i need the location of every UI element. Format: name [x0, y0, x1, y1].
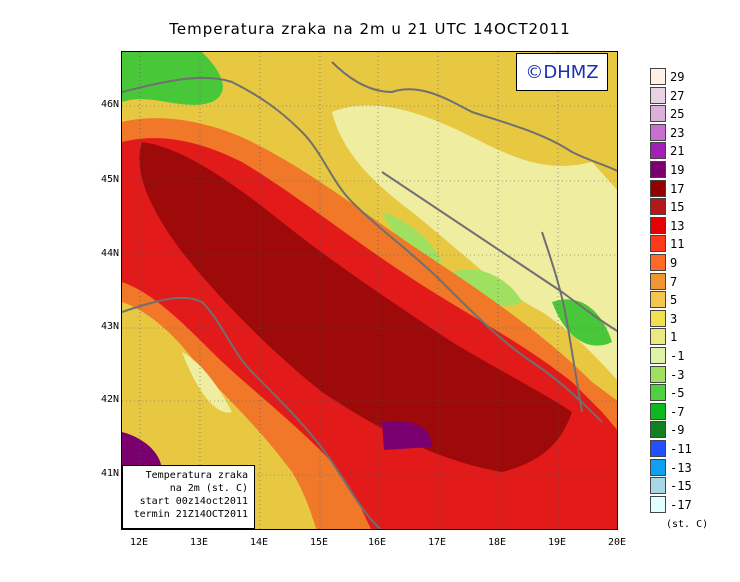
green-zone-alps — [122, 52, 223, 105]
lon-label-18e: 18E — [487, 537, 507, 548]
graticule — [122, 52, 617, 529]
lon-label-14e: 14E — [249, 537, 269, 548]
legend-label: 3 — [670, 311, 678, 326]
green-zone-bosnia — [452, 269, 522, 306]
legend-swatch — [650, 272, 666, 290]
legend-swatch — [650, 328, 666, 346]
legend-swatch — [650, 365, 666, 383]
info-box: Temperatura zraka na 2m (st. C) start 00… — [122, 465, 255, 529]
legend-swatch — [650, 235, 666, 253]
lon-label-13e: 13E — [189, 537, 209, 548]
legend-swatch — [650, 477, 666, 495]
green-zone-lika — [382, 212, 442, 263]
legend-label: 15 — [670, 200, 685, 215]
legend-label: -9 — [670, 423, 685, 438]
lat-label-46n: 46N — [100, 99, 119, 110]
info-line-1: Temperatura zraka — [145, 470, 248, 481]
info-line-2: na 2m (st. C) — [169, 483, 248, 494]
legend-label: -17 — [670, 497, 692, 512]
map-canvas — [122, 52, 617, 529]
legend-label: -15 — [670, 479, 692, 494]
legend-label: 11 — [670, 237, 685, 252]
legend-label: 27 — [670, 88, 685, 103]
legend-swatch — [650, 291, 666, 309]
legend-label: -5 — [670, 386, 685, 401]
lon-label-16e: 16E — [367, 537, 387, 548]
legend-swatch — [650, 347, 666, 364]
legend-label: 13 — [670, 218, 685, 233]
coastlines — [122, 61, 617, 529]
legend-label: -7 — [670, 404, 685, 419]
lat-label-45n: 45N — [100, 174, 119, 185]
legend-label: -3 — [670, 367, 685, 382]
legend-swatch — [650, 86, 666, 104]
legend-label: -13 — [670, 460, 692, 475]
legend-swatch — [650, 68, 666, 85]
legend-label: 9 — [670, 256, 678, 270]
legend-swatch — [650, 458, 666, 476]
lat-label-43n: 43N — [100, 321, 119, 332]
legend-label: 1 — [670, 330, 678, 345]
legend-swatch — [650, 440, 666, 457]
legend-swatch — [650, 123, 666, 141]
legend-label: 19 — [670, 163, 685, 177]
legend-swatch — [650, 198, 666, 216]
lon-label-15e: 15E — [309, 537, 329, 548]
lon-label-20e: 20E — [607, 537, 627, 548]
legend-swatch — [650, 309, 666, 327]
info-line-3: start 00z14oct2011 — [139, 496, 248, 507]
lat-label-44n: 44N — [100, 248, 119, 259]
adriatic-sea — [139, 142, 573, 472]
copyright-label: ©DHMZ — [516, 53, 608, 91]
italy-pale — [182, 352, 232, 413]
pale-zone — [332, 105, 617, 380]
legend-label: 25 — [670, 107, 685, 122]
legend-label: 7 — [670, 274, 678, 289]
legend-swatch — [650, 254, 666, 271]
lat-label-42n: 42N — [100, 394, 119, 405]
lon-label-19e: 19E — [547, 537, 567, 548]
lon-label-17e: 17E — [427, 537, 447, 548]
green-zone-montenegro — [552, 299, 612, 346]
legend-swatch — [650, 216, 666, 234]
legend-label: 23 — [670, 125, 685, 140]
lon-label-12e: 12E — [129, 537, 149, 548]
legend-units: (st. C) — [666, 519, 709, 530]
map-title: Temperatura zraka na 2m u 21 UTC 14OCT20… — [169, 20, 571, 38]
info-line-4: termin 21Z14OCT2011 — [133, 509, 248, 520]
legend-label: 29 — [670, 70, 685, 84]
legend-label: 5 — [670, 293, 678, 308]
legend-swatch — [650, 402, 666, 420]
legend-swatch — [650, 161, 666, 178]
legend-swatch — [650, 495, 666, 513]
legend-swatch — [650, 142, 666, 160]
legend-swatch — [650, 179, 666, 197]
legend-label: -1 — [670, 349, 685, 363]
temperature-map — [121, 51, 618, 530]
legend-swatch — [650, 421, 666, 439]
legend-label: -11 — [670, 442, 692, 456]
legend-swatch — [650, 384, 666, 402]
legend-label: 17 — [670, 181, 685, 196]
purple-zone-east — [382, 420, 432, 450]
legend-label: 21 — [670, 144, 685, 159]
legend-swatch — [650, 105, 666, 123]
lat-label-41n: 41N — [100, 468, 119, 479]
